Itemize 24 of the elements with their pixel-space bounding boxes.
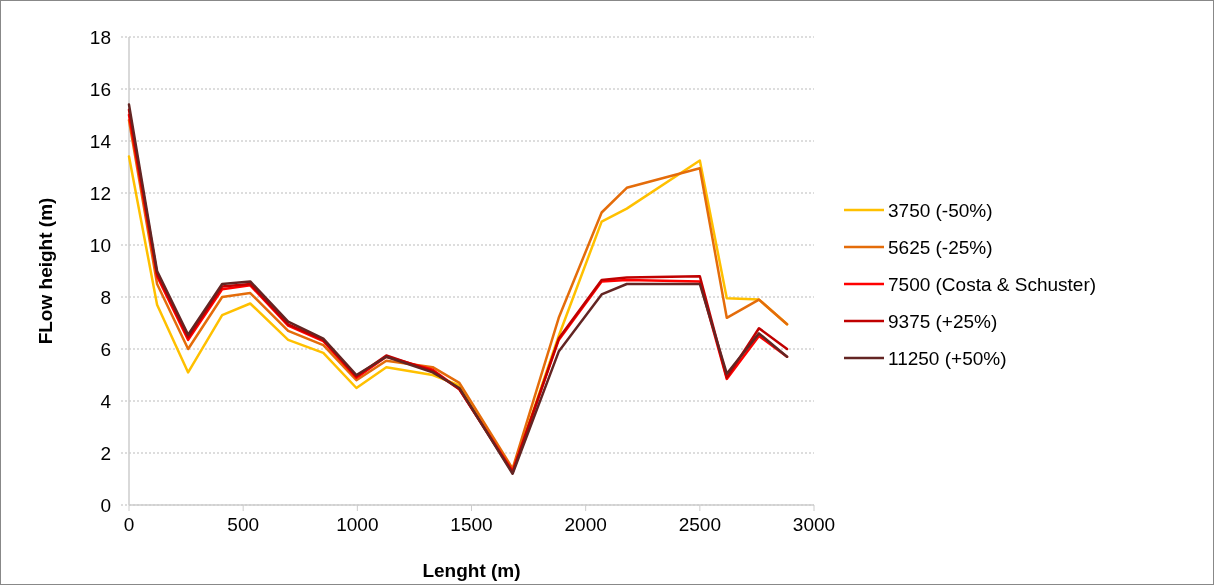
y-tick-label: 6	[100, 339, 111, 360]
x-tick-label: 3000	[792, 514, 836, 535]
x-tick-label: 2500	[678, 514, 721, 535]
legend-label: 5625 (-25%)	[888, 237, 993, 258]
y-tick-label: 0	[100, 495, 111, 516]
y-tick-label: 10	[89, 235, 111, 256]
legend-label: 11250 (+50%)	[888, 348, 1007, 369]
y-tick-label: 4	[100, 391, 112, 412]
x-tick-label: 1000	[336, 514, 379, 535]
y-tick-label: 14	[89, 131, 112, 152]
y-tick-label: 12	[89, 183, 111, 204]
legend-label: 9375 (+25%)	[888, 311, 998, 332]
legend-label: 3750 (-50%)	[888, 200, 993, 221]
x-tick-label: 500	[227, 514, 260, 535]
y-tick-label: 16	[89, 79, 111, 100]
y-axis-title: FLow height (m)	[35, 197, 56, 345]
y-tick-label: 18	[89, 27, 111, 48]
x-tick-label: 0	[123, 514, 135, 535]
y-tick-label: 8	[100, 287, 111, 308]
legend-label: 7500 (Costa & Schuster)	[888, 274, 1097, 295]
x-axis-title: Lenght (m)	[422, 560, 521, 581]
x-tick-label: 1500	[450, 514, 493, 535]
x-tick-label: 2000	[564, 514, 607, 535]
y-tick-label: 2	[100, 443, 111, 464]
